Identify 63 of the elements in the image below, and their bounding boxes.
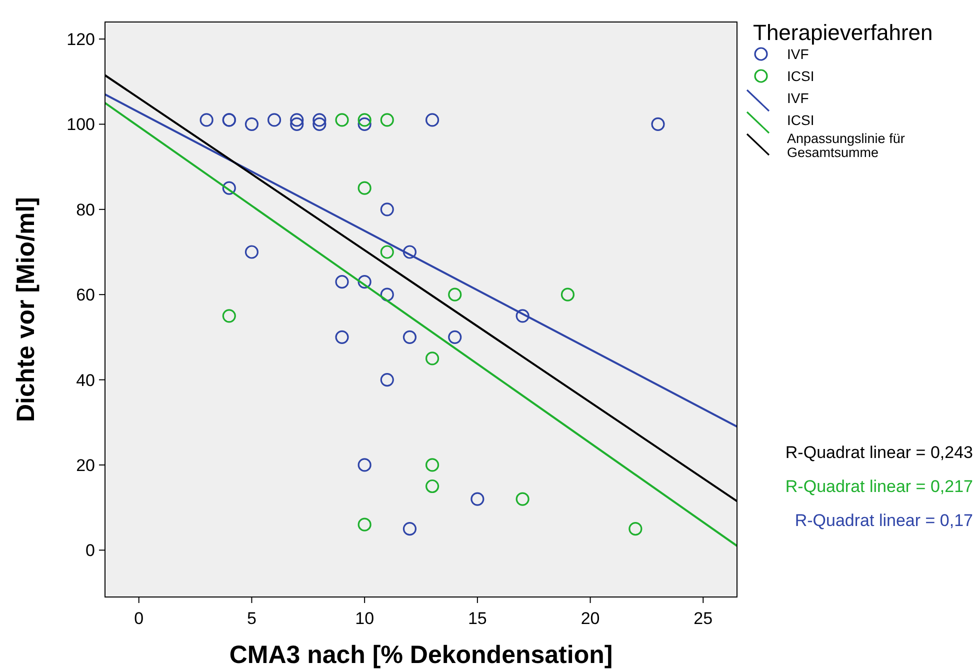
point bbox=[380, 288, 394, 302]
x-tick-label: 15 bbox=[468, 609, 487, 628]
point bbox=[222, 309, 236, 323]
point bbox=[290, 113, 304, 127]
point bbox=[628, 522, 642, 536]
point bbox=[358, 518, 372, 532]
legend-label: ICSI bbox=[787, 68, 814, 84]
y-tick-label: 20 bbox=[76, 456, 95, 475]
point bbox=[425, 458, 440, 472]
y-tick-label: 0 bbox=[86, 541, 95, 560]
text: R-Quadrat linear = 0,17 bbox=[794, 511, 973, 530]
point bbox=[267, 113, 282, 127]
point bbox=[312, 113, 326, 127]
point bbox=[200, 113, 214, 127]
x-tick-label: 20 bbox=[580, 609, 600, 628]
point bbox=[425, 113, 440, 127]
point bbox=[380, 113, 394, 127]
x-tick-label: 25 bbox=[694, 609, 713, 628]
text: R-Quadrat linear = 0,217 bbox=[785, 477, 973, 496]
legend-title: Therapieverfahren bbox=[753, 20, 933, 45]
point bbox=[358, 117, 372, 132]
legend-label: IVF bbox=[787, 90, 809, 106]
point bbox=[335, 113, 349, 127]
point bbox=[358, 458, 372, 472]
x-tick-label: 0 bbox=[134, 609, 144, 628]
point bbox=[380, 372, 394, 387]
point bbox=[290, 117, 304, 132]
legend-label: IVF bbox=[787, 46, 809, 62]
x-axis-title: CMA3 nach [% Dekondensation] bbox=[229, 641, 613, 669]
y-tick-label: 60 bbox=[76, 286, 95, 305]
legend-label: Anpassungslinie für Gesamtsumme bbox=[787, 131, 906, 160]
legend-label: ICSI bbox=[787, 112, 814, 128]
point bbox=[402, 522, 417, 536]
y-tick-label: 120 bbox=[66, 30, 95, 50]
point bbox=[244, 245, 259, 259]
point bbox=[425, 352, 440, 366]
point bbox=[516, 492, 530, 506]
point bbox=[335, 330, 349, 344]
point bbox=[380, 202, 394, 216]
point bbox=[244, 117, 259, 132]
point bbox=[470, 492, 484, 506]
point bbox=[448, 330, 462, 344]
y-tick-label: 100 bbox=[66, 115, 95, 134]
y-tick-label: 80 bbox=[76, 200, 95, 220]
point bbox=[402, 245, 417, 259]
point bbox=[560, 288, 575, 302]
text: R-Quadrat linear = 0,243 bbox=[785, 443, 973, 462]
y-axis-title: Dichte vor [Mio/ml] bbox=[12, 196, 40, 422]
point bbox=[425, 479, 440, 494]
point bbox=[651, 117, 665, 132]
y-tick-label: 40 bbox=[76, 370, 95, 390]
point bbox=[358, 113, 372, 127]
point bbox=[516, 309, 530, 323]
point bbox=[380, 245, 394, 259]
point bbox=[358, 181, 372, 195]
point bbox=[335, 275, 349, 289]
point bbox=[358, 275, 372, 289]
x-tick-label: 5 bbox=[246, 609, 256, 628]
point bbox=[402, 330, 417, 344]
point bbox=[448, 288, 462, 302]
x-tick-label: 10 bbox=[355, 609, 374, 628]
point bbox=[312, 117, 326, 132]
point bbox=[222, 181, 236, 195]
